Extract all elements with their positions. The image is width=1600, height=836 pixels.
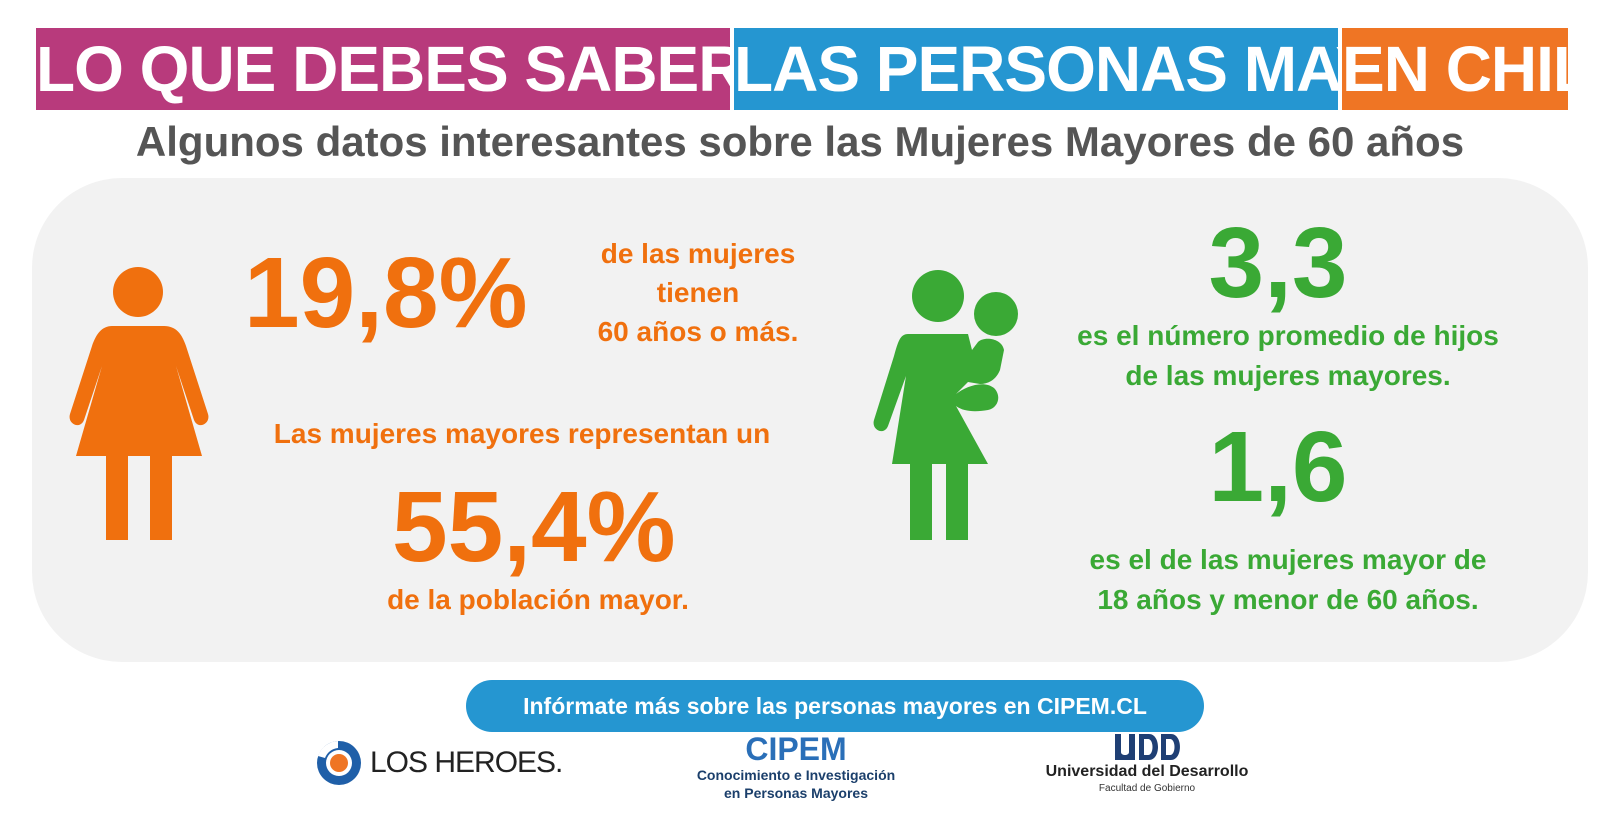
cipem-tagline-line-2: en Personas Mayores (724, 785, 868, 801)
cipem-title: CIPEM (745, 731, 847, 767)
udd-logo: Universidad del Desarrollo Facultad de G… (1044, 732, 1250, 802)
cipem-logo: CIPEM Conocimiento e Investigación en Pe… (680, 732, 912, 804)
stats-panel (32, 178, 1588, 662)
stat-young-text-line-2: 18 años y menor de 60 años. (1097, 584, 1479, 615)
cipem-tagline-line-1: Conocimiento e Investigación (696, 767, 896, 783)
stat-children-text-line-1: es el número promedio de hijos (1077, 320, 1499, 351)
header-banner-part1: LO QUE DEBES SABER SOBRE (36, 28, 730, 110)
woman-with-child-icon (873, 270, 1018, 540)
stat-average-children-value: 3,3 (1208, 207, 1348, 319)
udd-faculty: Facultad de Gobierno (1098, 783, 1196, 794)
woman-icon (69, 267, 209, 540)
stat-text-line-2: tienen (656, 277, 740, 308)
cipem-link-button[interactable]: Infórmate más sobre las personas mayores… (466, 680, 1204, 732)
stat-average-children-young-value: 1,6 (1208, 411, 1348, 523)
los-heroes-name: LOS HEROES. (370, 746, 563, 779)
stat-children-text-line-2: de las mujeres mayores. (1125, 360, 1451, 391)
stat-text-line-1: de las mujeres (600, 238, 796, 269)
udd-emblem-icon (1115, 734, 1180, 760)
stat-percentage-older-population: 55,4% (392, 471, 676, 583)
stat-young-text-line-1: es el de las mujeres mayor de (1089, 544, 1487, 575)
stat-intro-text: Las mujeres mayores representan un (273, 418, 771, 449)
subtitle: Algunos datos interesantes sobre las Muj… (135, 118, 1465, 165)
stat-population-text: de la población mayor. (387, 584, 689, 615)
stat-text-line-3: 60 años o más. (597, 316, 799, 347)
los-heroes-emblem-icon (317, 741, 361, 785)
header-banner-part3: EN CHILE (1342, 28, 1568, 110)
los-heroes-logo: LOS HEROES. (314, 738, 574, 790)
stat-percentage-women-60-plus: 19,8% (244, 237, 528, 349)
header-banner-part2: LAS PERSONAS MAYORES (734, 28, 1338, 110)
udd-name: Universidad del Desarrollo (1045, 763, 1249, 780)
